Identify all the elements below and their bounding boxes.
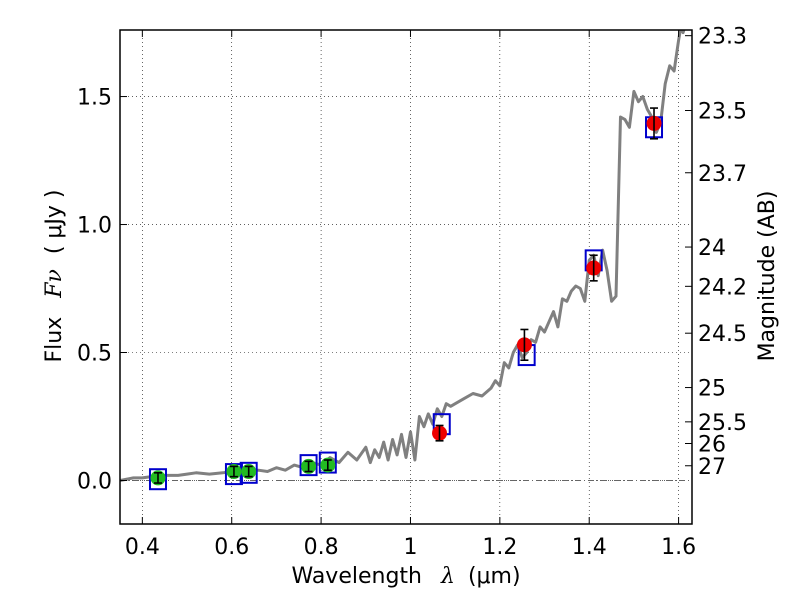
spectrum-line	[120, 30, 686, 482]
grid	[120, 30, 692, 524]
plot-frame	[119, 29, 693, 525]
y-tick-label: 1.0	[77, 214, 112, 239]
magnitude-tick-label: 24	[698, 236, 726, 261]
x-tick-label: 1.2	[482, 535, 517, 560]
magnitude-tick-label: 26	[698, 432, 726, 457]
x-tick-label: 1.4	[572, 535, 607, 560]
magnitude-tick-label: 24.5	[698, 322, 747, 347]
magnitude-tick-label: 23.5	[698, 100, 747, 125]
model-flux-square	[148, 468, 167, 491]
y-tick-label: 1.5	[77, 86, 112, 111]
magnitude-tick-label: 23.7	[698, 162, 747, 187]
magnitude-tick-label: 27	[698, 455, 726, 480]
magnitude-axis-label: Magnitude (AB)	[755, 191, 780, 362]
magnitude-tick-label: 23.3	[698, 25, 747, 50]
axis-ticks: 0.4 0.6 0.8 1 1.2 1.4 1.6 0.0 0.5 1.0 1.5 23.3 23.5 2…	[77, 25, 747, 560]
model-flux-square	[299, 454, 318, 477]
x-axis-label: Wavelength λ (μm)	[291, 564, 520, 589]
x-axis-label-symbol: λ	[440, 564, 455, 589]
y-tick-label: 0.0	[77, 469, 112, 494]
y-axis-label: Flux Fν ( μJy )	[42, 189, 67, 362]
x-axis-label-unit: (μm)	[468, 564, 521, 589]
x-axis-label-prefix: Wavelength	[291, 564, 422, 589]
magnitude-tick-label: 24.2	[698, 275, 747, 300]
x-tick-label: 0.4	[125, 535, 160, 560]
y-axis-label-unit: ( μJy )	[42, 189, 67, 254]
x-tick-label: 0.6	[214, 535, 249, 560]
plot-area	[120, 30, 686, 491]
y-tick-label: 0.5	[77, 342, 112, 367]
magnitude-tick-label: 25.5	[698, 411, 747, 436]
magnitude-tick-label: 25	[698, 377, 726, 402]
y-axis-label-prefix: Flux	[42, 317, 67, 363]
x-tick-label: 1.6	[661, 535, 696, 560]
y-axis-label-symbol: Fν	[42, 269, 67, 299]
x-tick-label: 1	[403, 535, 417, 560]
x-tick-label: 0.8	[304, 535, 339, 560]
